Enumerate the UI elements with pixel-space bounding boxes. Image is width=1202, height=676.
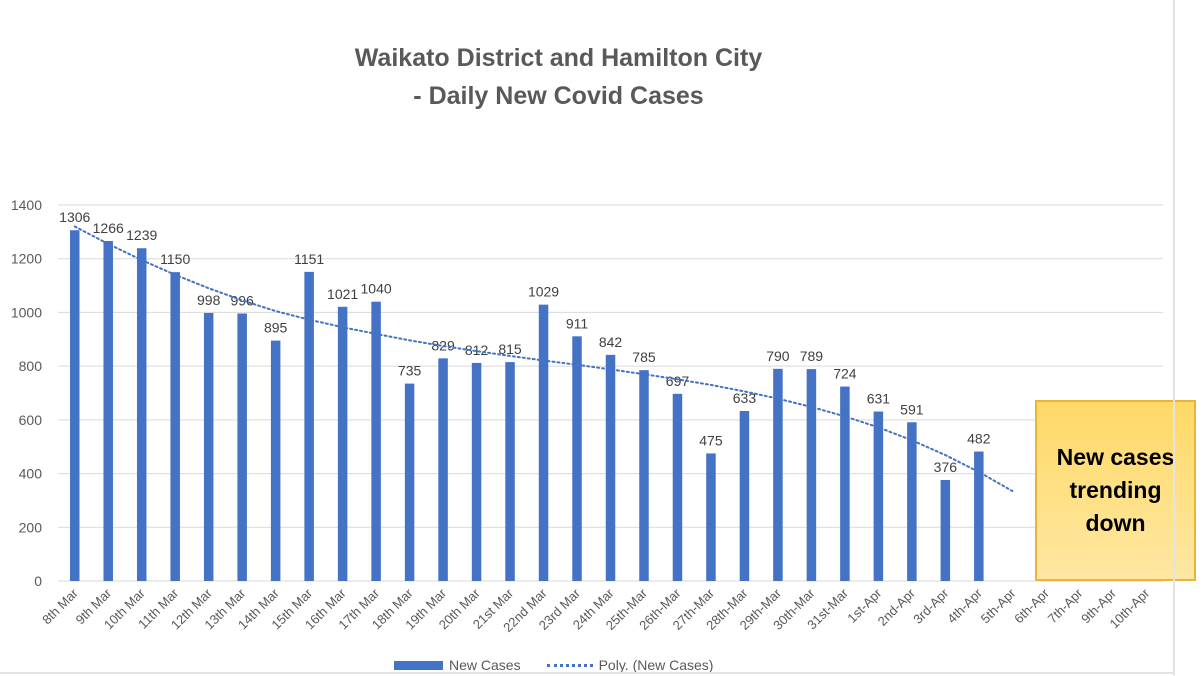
bar — [538, 304, 549, 581]
data-label: 633 — [733, 390, 757, 406]
y-tick-label: 1400 — [11, 197, 42, 213]
data-label: 785 — [632, 349, 656, 365]
bar — [237, 313, 247, 581]
data-label: 724 — [833, 366, 857, 382]
bar — [974, 451, 984, 581]
data-label: 842 — [599, 334, 623, 350]
bar — [270, 340, 281, 581]
callout-text: New cases trending down — [1056, 444, 1175, 536]
y-tick-label: 400 — [19, 466, 43, 482]
bar — [337, 306, 348, 581]
data-label: 812 — [465, 342, 489, 358]
legend: New Cases Poly. (New Cases) — [394, 655, 713, 675]
x-tick-label: 8th Mar — [39, 585, 81, 627]
trendline — [73, 225, 1014, 493]
bar — [706, 453, 716, 581]
bar — [438, 358, 448, 581]
chart-title: Waikato District and Hamilton City — [354, 44, 763, 72]
chart-subtitle: - Daily New Covid Cases — [413, 82, 704, 110]
data-label: 790 — [766, 348, 790, 364]
bar — [304, 271, 314, 581]
data-label: 482 — [967, 431, 991, 447]
data-label: 1040 — [361, 281, 392, 297]
legend-bar-swatch — [394, 660, 443, 670]
y-tick-label: 1200 — [11, 251, 42, 267]
x-tick-label: 3rd-Apr — [910, 585, 952, 627]
bar — [170, 272, 180, 581]
bar — [471, 362, 482, 581]
data-label: 1239 — [126, 227, 157, 243]
y-tick-label: 1000 — [11, 304, 42, 320]
data-label: 911 — [566, 315, 589, 331]
y-tick-label: 200 — [19, 519, 43, 535]
x-tick-label: 6th-Apr — [1011, 585, 1052, 626]
bar — [907, 422, 917, 581]
y-tick-label: 800 — [19, 358, 43, 374]
data-label: 376 — [934, 459, 958, 475]
legend-trend-label: Poly. (New Cases) — [598, 657, 714, 673]
y-tick-label: 0 — [34, 573, 42, 589]
x-tick-label: 5th-Apr — [978, 585, 1019, 626]
bar — [203, 312, 214, 581]
y-tick-label: 600 — [19, 412, 43, 428]
bar — [371, 301, 381, 581]
bar — [404, 383, 415, 581]
bar — [136, 248, 147, 582]
data-label: 815 — [498, 341, 522, 357]
data-label: 1029 — [528, 284, 559, 300]
bar — [873, 411, 884, 581]
legend-trend-swatch — [546, 663, 593, 667]
data-label: 1150 — [160, 251, 190, 267]
data-label: 789 — [800, 348, 824, 364]
frame-bottom-edge — [0, 672, 1175, 674]
trend-callout: New cases trending down — [1035, 400, 1196, 581]
bar — [739, 410, 750, 581]
data-label: 998 — [197, 292, 221, 308]
data-label: 895 — [264, 320, 288, 336]
bar — [605, 354, 616, 581]
x-tick-label: 7th-Apr — [1045, 585, 1086, 626]
data-label: 1021 — [327, 286, 358, 302]
data-label: 1151 — [294, 251, 324, 267]
bar — [103, 240, 113, 581]
data-label: 697 — [666, 373, 690, 389]
bar — [672, 393, 683, 581]
bar — [505, 362, 515, 581]
legend-bar-label: New Cases — [449, 657, 521, 673]
data-label: 475 — [699, 432, 723, 448]
data-label: 591 — [900, 401, 924, 417]
data-label: 1306 — [59, 209, 90, 225]
x-tick-label: 4th-Apr — [944, 585, 985, 626]
bar — [572, 336, 582, 581]
frame-right-edge — [1173, 0, 1175, 676]
bar — [69, 230, 80, 581]
bar — [806, 369, 817, 581]
data-label: 735 — [398, 363, 422, 379]
data-label: 1266 — [93, 220, 124, 236]
data-label: 996 — [230, 293, 254, 309]
data-label: 631 — [867, 391, 891, 407]
bar — [773, 368, 783, 581]
bar — [940, 480, 951, 581]
bar — [639, 370, 649, 581]
bar — [840, 386, 850, 581]
x-tick-label: 2nd-Apr — [875, 585, 919, 629]
